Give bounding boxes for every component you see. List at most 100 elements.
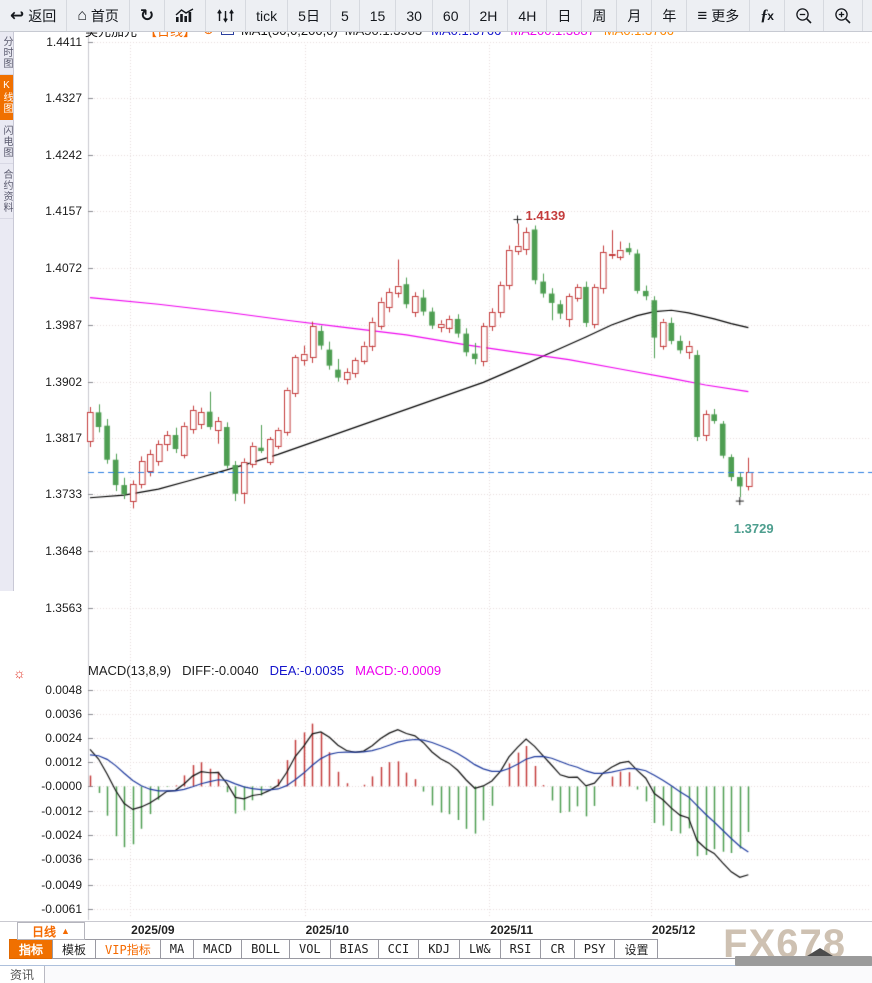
interval-30m-button[interactable]: 30 xyxy=(396,0,433,31)
interval-week-button[interactable]: 周 xyxy=(582,0,618,31)
period-selector[interactable]: 日线 ▲ xyxy=(17,922,85,940)
x-axis-row xyxy=(0,921,872,940)
tab-settings[interactable]: 设置 xyxy=(614,939,659,959)
main-y-axis-label: 1.3648 xyxy=(45,544,82,559)
home-button-label: 首页 xyxy=(90,7,119,24)
interval-tick-button[interactable]: tick xyxy=(246,0,289,31)
bars-chart-icon xyxy=(175,8,195,23)
main-y-axis-label: 1.4157 xyxy=(45,204,82,219)
tab-indicators[interactable]: 指标 xyxy=(9,939,54,959)
horizontal-scrollbar[interactable] xyxy=(735,948,872,966)
macd-y-axis-label: 0.0012 xyxy=(45,755,82,770)
macd-y-axis-label: -0.0000 xyxy=(41,779,82,794)
macd-y-axis-label: -0.0049 xyxy=(41,877,82,892)
tab-vip-indicators[interactable]: VIP指标 xyxy=(95,939,161,959)
tab-kdj[interactable]: KDJ xyxy=(418,939,460,959)
home-icon: ⌂ xyxy=(77,6,87,24)
interval-5d-button-label: 5日 xyxy=(298,7,320,24)
news-tab[interactable]: 资讯 xyxy=(0,966,45,983)
zoom-in-button[interactable] xyxy=(824,0,863,31)
candle-chart-button[interactable] xyxy=(206,0,247,31)
interval-2h-button[interactable]: 2H xyxy=(470,0,509,31)
main-y-axis-label: 1.4242 xyxy=(45,147,82,162)
sidebar-item-time-chart[interactable]: 分时图 xyxy=(0,31,13,75)
zoom-out-icon xyxy=(795,7,813,25)
main-y-axis-label: 1.3733 xyxy=(45,487,82,502)
interval-60m-button-label: 60 xyxy=(442,7,459,24)
more-button-label: 更多 xyxy=(711,7,740,24)
interval-tick-button-label: tick xyxy=(256,7,278,24)
scrollbar-arrow-icon[interactable] xyxy=(807,948,833,956)
high-price-label: 1.4139 xyxy=(525,207,566,223)
bottom-news-row: 资讯 xyxy=(0,965,872,983)
macd-y-axis-label: 0.0036 xyxy=(45,707,82,722)
top-toolbar: ↩ 返回 ⌂ 首页 ↻ tick 5日 5 15 30 60 2H 4H 日周月年 ≡ 更多 ƒ x xyxy=(0,0,872,32)
interval-year-button-label: 年 xyxy=(662,7,677,24)
macd-y-axis-label: -0.0012 xyxy=(41,803,82,818)
main-y-axis-label: 1.3987 xyxy=(45,317,82,332)
back-button[interactable]: ↩ 返回 xyxy=(0,0,68,31)
interval-5m-button[interactable]: 5 xyxy=(331,0,360,31)
interval-year-button[interactable]: 年 xyxy=(652,0,688,31)
more-button[interactable]: ≡ 更多 xyxy=(687,0,751,31)
tab-macd[interactable]: MACD xyxy=(193,939,243,959)
interval-day-button[interactable]: 日 xyxy=(547,0,583,31)
back-icon: ↩ xyxy=(10,6,25,25)
interval-4h-button[interactable]: 4H xyxy=(508,0,548,31)
sidebar-item-contract-info[interactable]: 合约资料 xyxy=(0,164,13,219)
macd-value: DEA:-0.0035 xyxy=(269,663,345,678)
chevron-up-icon: ▲ xyxy=(61,926,70,936)
macd-y-axis-label: -0.0036 xyxy=(41,851,82,866)
main-y-axis-label: 1.4327 xyxy=(45,91,82,106)
macd-y-axis-label: 0.0024 xyxy=(45,731,82,746)
tab-ma[interactable]: MA xyxy=(159,939,195,959)
tab-cci[interactable]: CCI xyxy=(377,939,420,959)
tab-lwr[interactable]: LW& xyxy=(458,939,501,959)
macd-settings-icon[interactable]: ☼ xyxy=(13,665,26,681)
tab-vol[interactable]: VOL xyxy=(288,939,331,959)
interval-month-button[interactable]: 月 xyxy=(617,0,653,31)
candles-icon xyxy=(216,8,235,24)
interval-60m-button[interactable]: 60 xyxy=(433,0,470,31)
interval-15m-button[interactable]: 15 xyxy=(360,0,397,31)
x-axis-label: 2025/12 xyxy=(651,923,696,937)
interval-5d-button[interactable]: 5日 xyxy=(288,0,331,31)
macd-y-axis-label: -0.0061 xyxy=(41,901,82,916)
interval-2h-button-label: 2H xyxy=(479,7,498,24)
zoom-in-icon xyxy=(834,7,852,25)
interval-week-button-label: 周 xyxy=(592,7,607,24)
x-axis-label: 2025/10 xyxy=(305,923,349,937)
home-button[interactable]: ⌂ 首页 xyxy=(67,0,130,31)
macd-y-axis-label: -0.0024 xyxy=(41,827,82,842)
tab-cr[interactable]: CR xyxy=(540,939,575,959)
interval-day-button-label: 日 xyxy=(557,7,572,24)
main-y-axis-label: 1.3902 xyxy=(45,374,82,389)
low-price-label: 1.3729 xyxy=(733,521,774,537)
area-chart-button[interactable] xyxy=(165,0,207,31)
tab-bias[interactable]: BIAS xyxy=(329,939,379,959)
interval-5m-button-label: 5 xyxy=(340,7,349,24)
tab-templates[interactable]: 模板 xyxy=(52,939,97,959)
tab-psy[interactable]: PSY xyxy=(573,939,616,959)
x-axis-label: 2025/09 xyxy=(131,923,175,937)
left-sidebar: 分时图 K线图 闪电图 合约资料 xyxy=(0,31,14,591)
macd-y-axis-label: 0.0048 xyxy=(45,682,82,697)
back-button-label: 返回 xyxy=(28,7,57,24)
interval-15m-button-label: 15 xyxy=(369,7,386,24)
main-y-axis-label: 1.4072 xyxy=(45,261,82,276)
refresh-button[interactable]: ↻ xyxy=(130,0,166,31)
macd-title: MACD(13,8,9) xyxy=(88,663,172,678)
sidebar-item-kline-chart[interactable]: K线图 xyxy=(0,75,13,120)
tab-rsi[interactable]: RSI xyxy=(499,939,542,959)
interval-30m-button-label: 30 xyxy=(406,7,422,24)
zoom-out-button[interactable] xyxy=(785,0,824,31)
tab-boll[interactable]: BOLL xyxy=(241,939,290,959)
main-y-axis-label: 1.3817 xyxy=(45,431,82,446)
sidebar-item-lightning-chart[interactable]: 闪电图 xyxy=(0,120,13,164)
main-y-axis-label: 1.4411 xyxy=(46,35,82,49)
macd-value: MACD:-0.0009 xyxy=(355,663,442,678)
